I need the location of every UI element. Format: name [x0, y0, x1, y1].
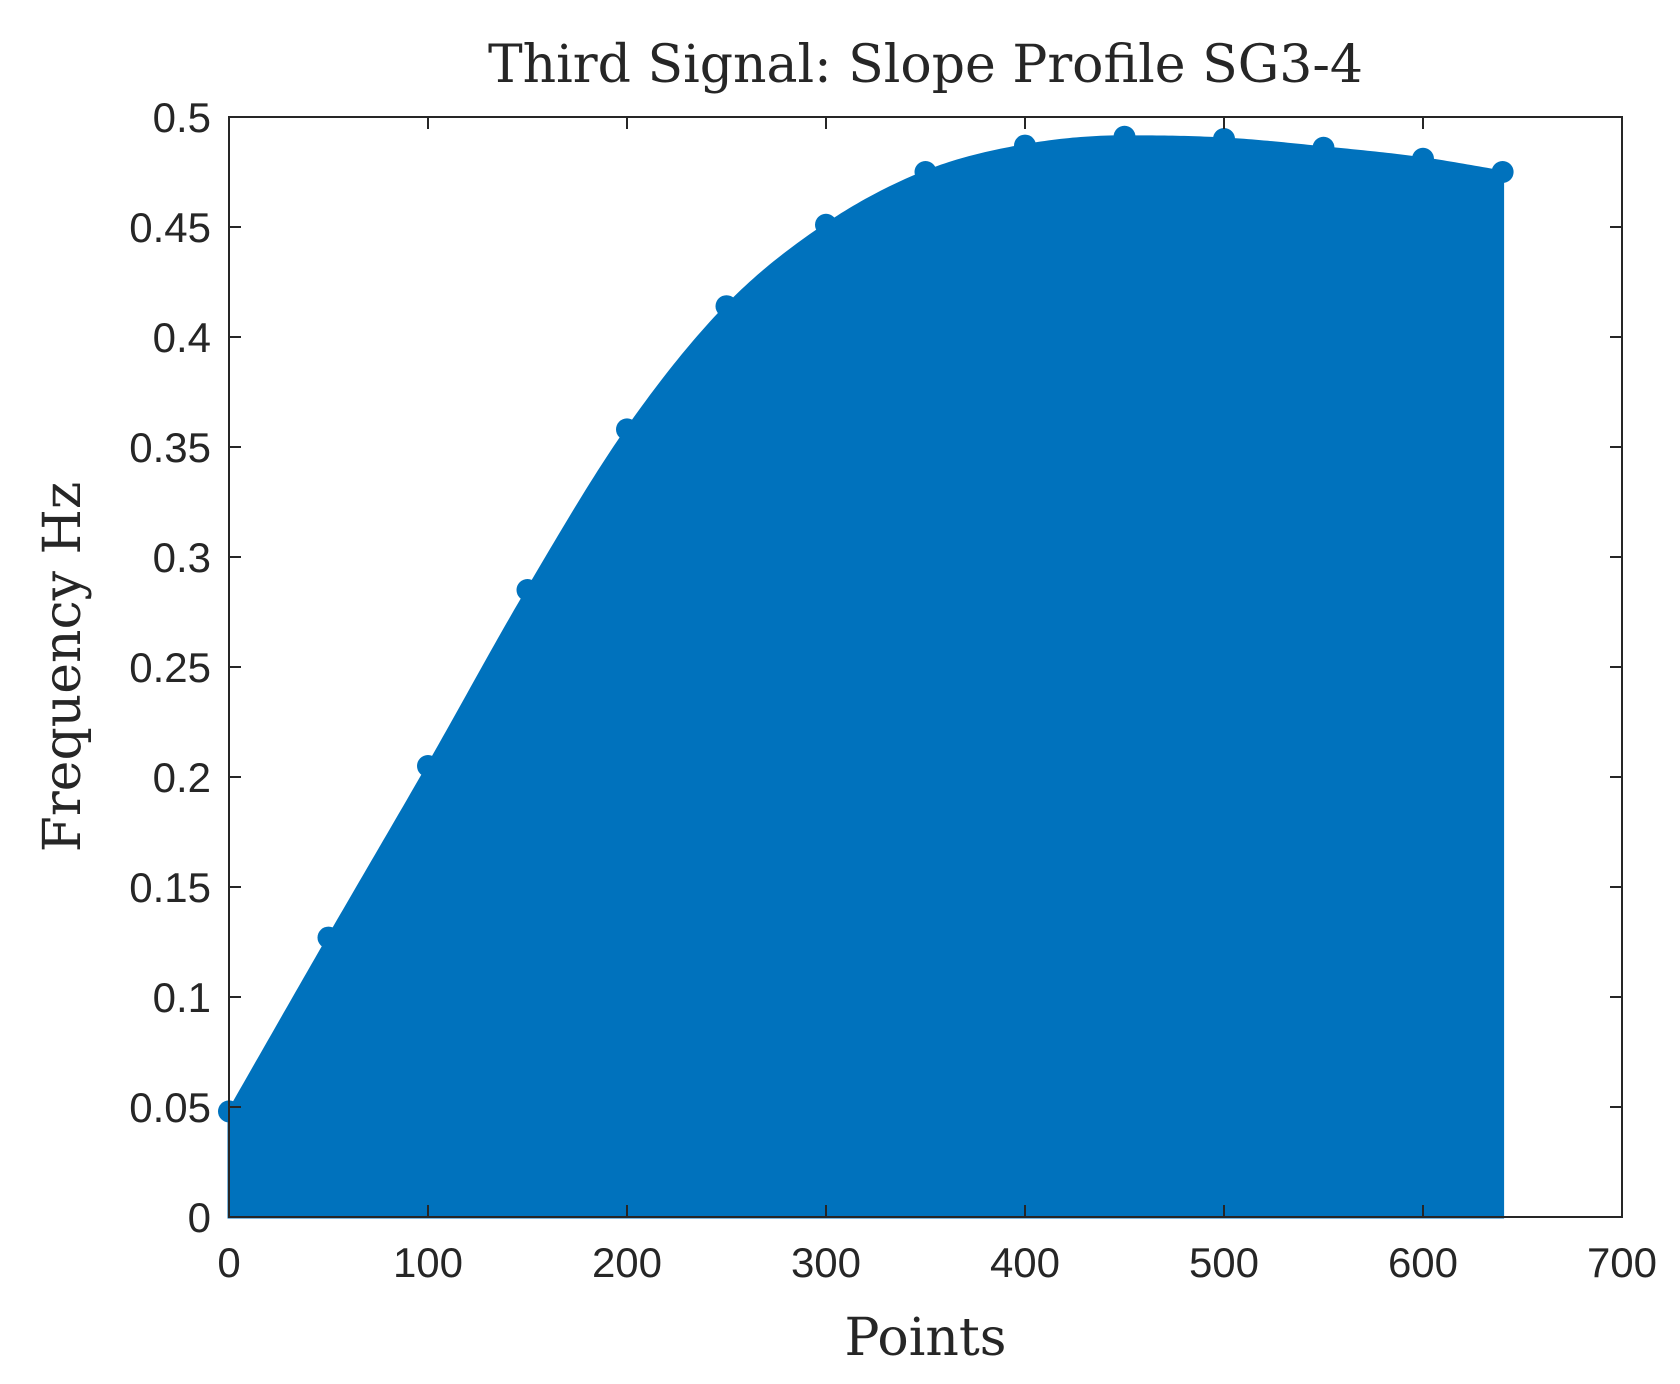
y-tick-label: 0.5: [153, 94, 211, 141]
x-tick-label: 700: [1587, 1239, 1657, 1286]
x-axis-title: Points: [845, 1308, 1007, 1368]
x-tick-label: 200: [592, 1239, 662, 1286]
x-tick-label: 600: [1388, 1239, 1458, 1286]
data-point: [616, 418, 638, 441]
data-point: [417, 755, 439, 777]
data-point: [715, 295, 738, 318]
x-tick-label: 400: [990, 1239, 1060, 1286]
data-point: [914, 161, 937, 183]
y-tick-label: 0: [188, 1194, 211, 1241]
data-point: [1412, 147, 1434, 170]
y-tick-label: 0.4: [153, 314, 211, 361]
y-tick-label: 0.1: [153, 974, 211, 1021]
data-point: [1491, 161, 1514, 183]
data-point: [317, 926, 340, 949]
data-point: [1213, 128, 1235, 150]
chart-title: Third Signal: Slope Profile SG3-4: [488, 35, 1363, 95]
data-point: [815, 213, 837, 236]
y-tick-label: 0.45: [129, 204, 211, 251]
marks-layer: [218, 125, 1514, 1219]
y-tick-label: 0.15: [129, 864, 211, 911]
data-point: [1312, 136, 1335, 159]
y-tick-label: 0.05: [129, 1084, 211, 1131]
x-tick-label: 500: [1189, 1239, 1259, 1286]
y-tick-label: 0.2: [153, 754, 211, 801]
x-tick-label: 300: [791, 1239, 861, 1286]
y-tick-label: 0.35: [129, 424, 211, 471]
y-axis-title: Frequency Hz: [33, 482, 93, 853]
x-tick-label: 0: [217, 1239, 240, 1286]
data-point: [1113, 125, 1136, 148]
ticks-layer: 0 100 200 300 400 500 600 700 0 0.05 0.1 0.15 0.2 0.2…: [129, 94, 1657, 1286]
y-tick-label: 0.25: [129, 644, 211, 691]
y-tick-label: 0.3: [153, 534, 211, 581]
x-tick-label: 100: [393, 1239, 463, 1286]
area-series-0: [227, 135, 1505, 1219]
data-point: [516, 579, 539, 601]
data-point: [1014, 134, 1036, 157]
